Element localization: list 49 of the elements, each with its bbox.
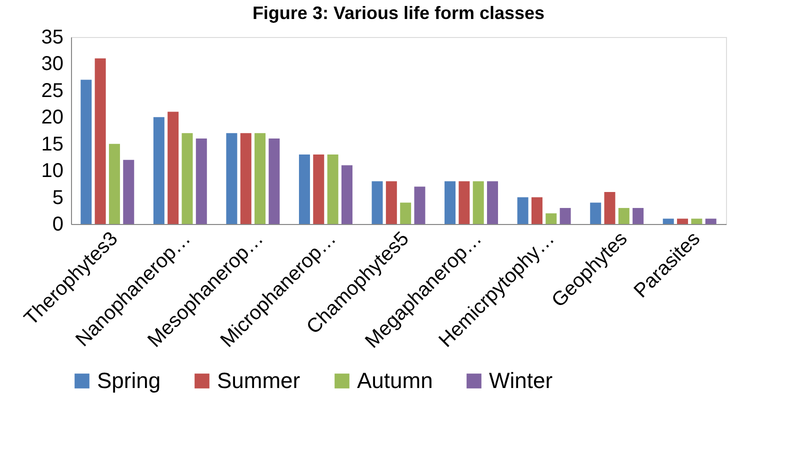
- bar: [472, 181, 484, 224]
- bar: [254, 133, 266, 224]
- bar: [240, 133, 252, 224]
- bar: [560, 208, 571, 224]
- bar: [677, 218, 688, 224]
- bar: [590, 202, 602, 224]
- bar: [327, 154, 338, 224]
- bar: [517, 197, 528, 224]
- bar: [196, 138, 207, 224]
- y-tick-label: 30: [41, 53, 64, 76]
- legend-label: Spring: [97, 368, 161, 393]
- bar: [604, 192, 616, 224]
- bar: [226, 133, 238, 224]
- bar: [632, 208, 644, 224]
- bar: [618, 208, 630, 224]
- bar: [662, 218, 674, 224]
- bar: [268, 138, 280, 224]
- y-tick-label: 35: [41, 26, 64, 48]
- bar: [386, 181, 397, 224]
- y-tick-label: 15: [41, 133, 64, 156]
- bar: [414, 186, 426, 224]
- legend-label: Autumn: [357, 368, 433, 393]
- legend-label: Winter: [489, 368, 553, 393]
- bar: [94, 58, 106, 224]
- legend-label: Summer: [217, 368, 300, 393]
- bar: [80, 80, 92, 224]
- bar: [341, 165, 352, 224]
- bar: [546, 213, 557, 224]
- bar: [487, 181, 498, 224]
- bar: [313, 154, 324, 224]
- bar: [691, 218, 702, 224]
- bar: [108, 144, 120, 224]
- bar: [182, 133, 193, 224]
- y-tick-label: 20: [41, 106, 64, 129]
- chart-title: Figure 3: Various life form classes: [252, 3, 545, 23]
- bar: [168, 112, 179, 224]
- bar: [531, 197, 542, 224]
- y-tick-label: 0: [52, 214, 64, 236]
- bar: [444, 181, 456, 224]
- bar: [458, 181, 470, 224]
- bar: [123, 160, 134, 224]
- y-tick-label: 10: [41, 160, 64, 182]
- bar: [298, 154, 310, 224]
- bar: [153, 117, 164, 224]
- y-tick-label: 5: [52, 186, 64, 209]
- bar: [372, 181, 383, 224]
- bar: [400, 202, 412, 224]
- y-tick-label: 25: [41, 80, 64, 102]
- bar: [705, 218, 716, 224]
